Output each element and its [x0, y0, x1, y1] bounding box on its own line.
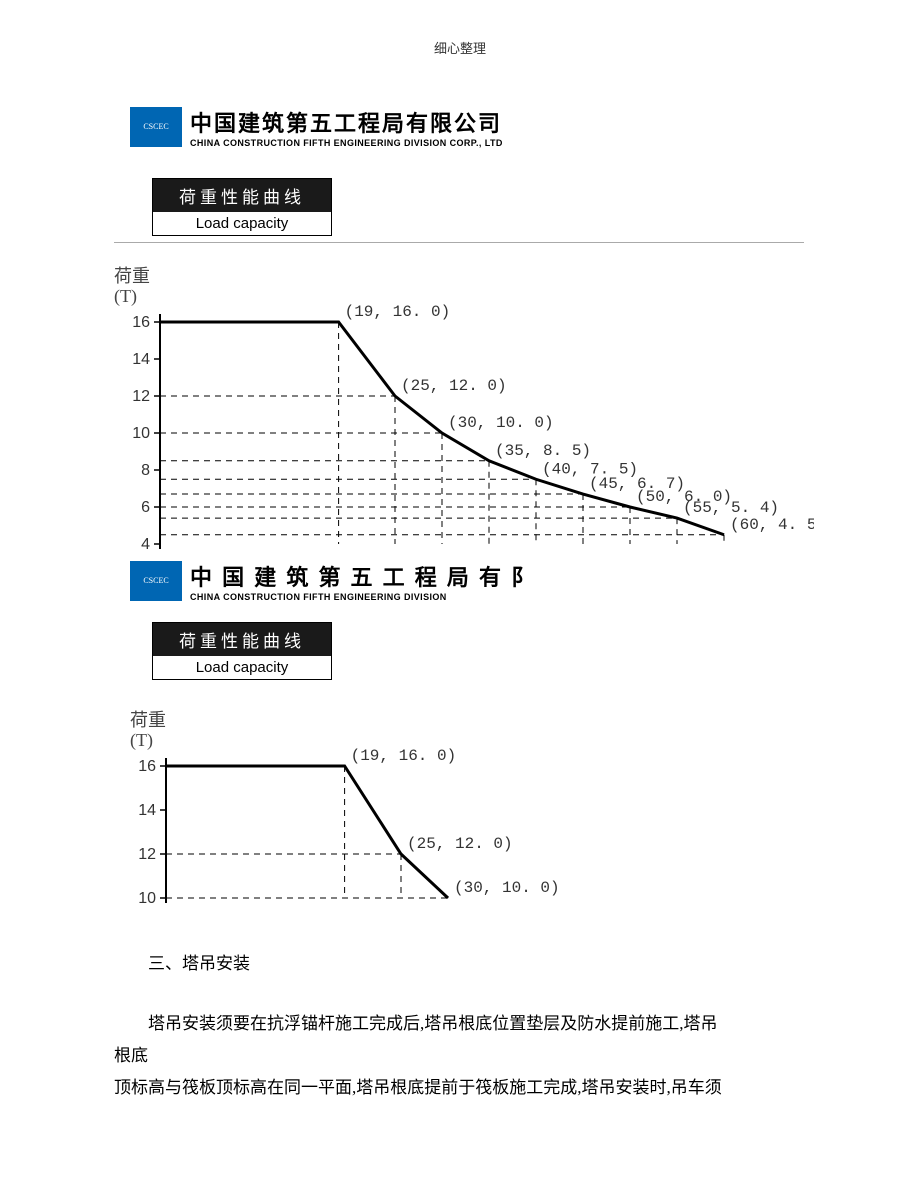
badge-en: Load capacity [153, 656, 331, 679]
svg-text:12: 12 [138, 846, 156, 863]
load-capacity-badge: 荷重性能曲线 Load capacity [152, 622, 332, 680]
badge-en: Load capacity [153, 212, 331, 235]
load-capacity-badge: 荷重性能曲线 Load capacity [152, 178, 332, 236]
svg-text:14: 14 [132, 351, 150, 368]
svg-text:(35, 8. 5): (35, 8. 5) [495, 442, 591, 460]
company-logo-icon: CSCEC [130, 561, 182, 601]
load-capacity-chart-1: (19, 16. 0) (25, 12. 0) (30, 10. 0) (35, 8.… [114, 300, 814, 560]
svg-text:(55, 5. 4): (55, 5. 4) [683, 499, 779, 517]
badge-cn: 荷重性能曲线 [153, 179, 331, 212]
svg-text:10: 10 [132, 425, 150, 442]
svg-text:4: 4 [141, 536, 150, 553]
svg-text:16: 16 [132, 314, 150, 331]
body-paragraph-2: 根底 [114, 1040, 804, 1072]
svg-text:(30, 10. 0): (30, 10. 0) [454, 879, 560, 897]
body-paragraph-1: 塔吊安装须要在抗浮锚杆施工完成后,塔吊根底位置垫层及防水提前施工,塔吊 [114, 1008, 804, 1040]
svg-text:10: 10 [138, 890, 156, 907]
y-axis-title-1: 荷重 [114, 262, 150, 288]
svg-text:(19, 16. 0): (19, 16. 0) [345, 303, 451, 321]
svg-text:8: 8 [141, 462, 150, 479]
company-name-en: CHINA CONSTRUCTION FIFTH ENGINEERING DIV… [190, 592, 535, 602]
company-header-2: CSCEC 中 国 建 筑 第 五 工 程 局 有 阝 CHINA CONSTR… [130, 560, 600, 602]
company-name-cn: 中 国 建 筑 第 五 工 程 局 有 阝 [190, 560, 535, 592]
svg-text:6: 6 [141, 499, 150, 516]
svg-text:14: 14 [138, 802, 156, 819]
svg-text:12: 12 [132, 388, 150, 405]
company-logo-icon: CSCEC [130, 107, 182, 147]
svg-text:(19, 16. 0): (19, 16. 0) [351, 747, 457, 765]
svg-text:(30, 10. 0): (30, 10. 0) [448, 414, 554, 432]
svg-text:16: 16 [138, 758, 156, 775]
svg-text:(25, 12. 0): (25, 12. 0) [401, 377, 507, 395]
svg-text:(25, 12. 0): (25, 12. 0) [407, 835, 513, 853]
svg-text:(60, 4. 5): (60, 4. 5) [730, 516, 814, 534]
section-heading: 三、塔吊安装 [114, 948, 804, 980]
page-header: 细心整理 [0, 38, 920, 57]
body-paragraph-3: 顶标高与筏板顶标高在同一平面,塔吊根底提前于筏板施工完成,塔吊安装时,吊车须 [114, 1072, 804, 1104]
badge-cn: 荷重性能曲线 [153, 623, 331, 656]
divider-line [114, 242, 804, 243]
load-capacity-chart-2: (19, 16. 0) (25, 12. 0) (30, 10. 0) 10 12 14 1… [130, 744, 690, 914]
company-name-en: CHINA CONSTRUCTION FIFTH ENGINEERING DIV… [190, 138, 503, 148]
company-name-cn: 中国建筑第五工程局有限公司 [190, 106, 503, 138]
company-header-1: CSCEC 中国建筑第五工程局有限公司 CHINA CONSTRUCTION F… [130, 106, 790, 148]
y-axis-title-2: 荷重 [130, 706, 166, 732]
